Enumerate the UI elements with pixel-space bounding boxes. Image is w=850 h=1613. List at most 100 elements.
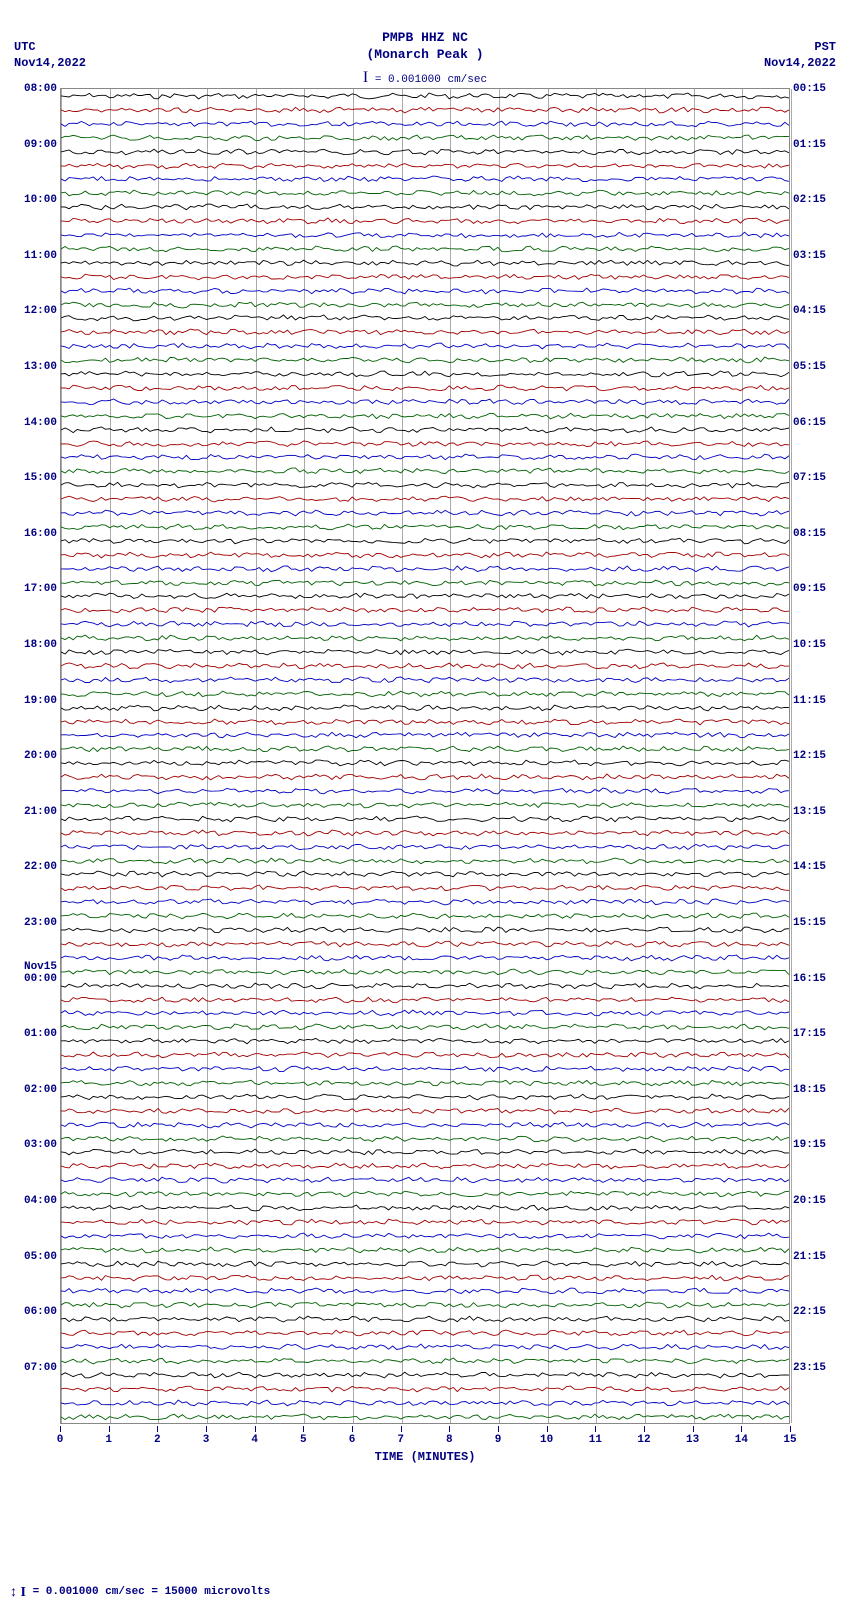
pst-time-label: 05:15 (793, 361, 826, 373)
x-tick (595, 1426, 596, 1432)
pst-time-label: 08:15 (793, 528, 826, 540)
trace-row (61, 617, 789, 631)
utc-time-label: 10:00 (24, 194, 57, 206)
trace-row (61, 103, 789, 117)
trace-row (61, 1132, 789, 1146)
utc-time-label: 14:00 (24, 417, 57, 429)
x-axis-title: TIME (MINUTES) (60, 1450, 790, 1464)
trace-row (61, 242, 789, 256)
scale-reference: I = 0.001000 cm/sec (0, 68, 850, 89)
trace-row (61, 1382, 789, 1396)
trace-row (61, 117, 789, 131)
seismogram-plot: 08:0000:1509:0001:1510:0002:1511:0003:15… (60, 88, 790, 1424)
utc-time-label: 11:00 (24, 250, 57, 262)
trace-row: 17:0009:15 (61, 589, 789, 603)
x-tick (547, 1426, 548, 1432)
trace-row: 08:0000:15 (61, 89, 789, 103)
utc-time-label: 18:00 (24, 639, 57, 651)
trace-row: 06:0022:15 (61, 1312, 789, 1326)
trace-row (61, 965, 789, 979)
gridline-vertical (791, 89, 792, 1423)
trace-row (61, 576, 789, 590)
station-code: PMPB HHZ NC (0, 30, 850, 47)
trace-row (61, 520, 789, 534)
x-tick-label: 5 (300, 1434, 307, 1446)
utc-time-label: 06:00 (24, 1306, 57, 1318)
pst-time-label: 09:15 (793, 583, 826, 595)
utc-time-label: 05:00 (24, 1251, 57, 1263)
utc-time-label: 23:00 (24, 917, 57, 929)
trace-row (61, 492, 789, 506)
trace-row (61, 937, 789, 951)
x-tick-label: 0 (57, 1434, 64, 1446)
trace-row (61, 603, 789, 617)
x-tick (693, 1426, 694, 1432)
trace-row: 10:0002:15 (61, 200, 789, 214)
x-tick (790, 1426, 791, 1432)
pst-time-label: 16:15 (793, 973, 826, 985)
trace-row (61, 1271, 789, 1285)
trace-row (61, 840, 789, 854)
trace-row (61, 798, 789, 812)
trace-row (61, 951, 789, 965)
x-tick-label: 2 (154, 1434, 161, 1446)
trace-row (61, 1298, 789, 1312)
trace-row: 01:0017:15 (61, 1034, 789, 1048)
pst-time-label: 06:15 (793, 417, 826, 429)
station-location: (Monarch Peak ) (0, 47, 850, 64)
trace-row (61, 270, 789, 284)
pst-time-label: 17:15 (793, 1028, 826, 1040)
trace-row (61, 131, 789, 145)
pst-time-label: 18:15 (793, 1084, 826, 1096)
trace-row (61, 339, 789, 353)
trace-row (61, 1048, 789, 1062)
trace-row: 22:0014:15 (61, 867, 789, 881)
trace-row (61, 1020, 789, 1034)
trace-row (61, 742, 789, 756)
trace-row: 23:0015:15 (61, 923, 789, 937)
trace-row (61, 1410, 789, 1424)
x-tick (741, 1426, 742, 1432)
trace-row: 16:0008:15 (61, 534, 789, 548)
x-tick-label: 6 (349, 1434, 356, 1446)
x-tick-label: 7 (397, 1434, 404, 1446)
trace-row (61, 464, 789, 478)
x-tick (644, 1426, 645, 1432)
pst-time-label: 02:15 (793, 194, 826, 206)
pst-time-label: 14:15 (793, 861, 826, 873)
trace-row (61, 1062, 789, 1076)
trace-row: Nov1500:0016:15 (61, 979, 789, 993)
trace-row (61, 1243, 789, 1257)
trace-row (61, 548, 789, 562)
timezone-right: PST Nov14,2022 (764, 40, 836, 71)
pst-time-label: 00:15 (793, 83, 826, 95)
trace-row (61, 381, 789, 395)
trace-row (61, 1006, 789, 1020)
pst-time-label: 22:15 (793, 1306, 826, 1318)
trace-row: 12:0004:15 (61, 311, 789, 325)
utc-time-label: 21:00 (24, 806, 57, 818)
trace-row (61, 784, 789, 798)
x-tick (401, 1426, 402, 1432)
trace-row (61, 854, 789, 868)
trace-row (61, 1173, 789, 1187)
utc-time-label: 16:00 (24, 528, 57, 540)
trace-row (61, 1396, 789, 1410)
trace-row (61, 1187, 789, 1201)
utc-time-label: 19:00 (24, 695, 57, 707)
x-tick (449, 1426, 450, 1432)
trace-row: 11:0003:15 (61, 256, 789, 270)
trace-row (61, 214, 789, 228)
x-tick-label: 10 (540, 1434, 553, 1446)
utc-time-label: Nov1500:00 (24, 961, 57, 985)
trace-row (61, 687, 789, 701)
pst-time-label: 13:15 (793, 806, 826, 818)
trace-row: 18:0010:15 (61, 645, 789, 659)
trace-row (61, 1354, 789, 1368)
trace-row (61, 659, 789, 673)
trace-row (61, 1104, 789, 1118)
x-tick (352, 1426, 353, 1432)
trace-row (61, 506, 789, 520)
trace-row (61, 172, 789, 186)
timezone-left: UTC Nov14,2022 (14, 40, 86, 71)
